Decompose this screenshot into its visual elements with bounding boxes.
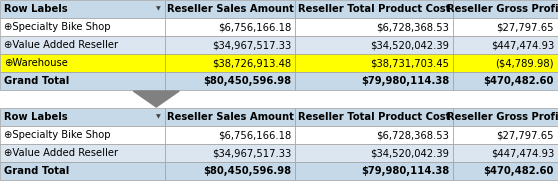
Bar xyxy=(165,18,295,36)
Text: $34,520,042.39: $34,520,042.39 xyxy=(370,40,449,50)
Bar xyxy=(0,126,165,144)
Text: $470,482.60: $470,482.60 xyxy=(484,166,554,176)
Bar xyxy=(165,0,295,18)
Text: ($4,789.98): ($4,789.98) xyxy=(496,58,554,68)
Bar xyxy=(0,144,165,162)
Text: Reseller Sales Amount: Reseller Sales Amount xyxy=(166,4,294,14)
Bar xyxy=(165,144,295,162)
Bar xyxy=(0,18,165,36)
Bar xyxy=(453,126,558,144)
Bar xyxy=(0,36,165,54)
Bar xyxy=(453,108,558,126)
Bar xyxy=(165,162,295,180)
Text: $6,756,166.18: $6,756,166.18 xyxy=(218,130,291,140)
Bar xyxy=(165,72,295,90)
Text: $79,980,114.38: $79,980,114.38 xyxy=(361,76,449,86)
Text: $80,450,596.98: $80,450,596.98 xyxy=(203,166,291,176)
Text: $6,728,368.53: $6,728,368.53 xyxy=(376,22,449,32)
Text: ⊕Specialty Bike Shop: ⊕Specialty Bike Shop xyxy=(4,22,110,32)
Text: $470,482.60: $470,482.60 xyxy=(484,76,554,86)
Text: $80,450,596.98: $80,450,596.98 xyxy=(203,76,291,86)
Text: $34,520,042.39: $34,520,042.39 xyxy=(370,148,449,158)
Text: $38,726,913.48: $38,726,913.48 xyxy=(212,58,291,68)
Bar xyxy=(453,36,558,54)
Bar xyxy=(295,36,453,54)
Bar xyxy=(165,126,295,144)
Text: $6,728,368.53: $6,728,368.53 xyxy=(376,130,449,140)
Bar xyxy=(0,0,165,18)
Bar xyxy=(295,144,453,162)
Text: Row Labels: Row Labels xyxy=(4,112,68,122)
Bar xyxy=(295,0,453,18)
Text: $34,967,517.33: $34,967,517.33 xyxy=(211,40,291,50)
Text: Grand Total: Grand Total xyxy=(4,166,69,176)
Bar xyxy=(295,54,453,72)
Text: ⊕Warehouse: ⊕Warehouse xyxy=(4,58,68,68)
Text: $38,731,703.45: $38,731,703.45 xyxy=(370,58,449,68)
Text: ▼: ▼ xyxy=(156,114,161,119)
Bar xyxy=(453,54,558,72)
Text: Reseller Total Product Cost: Reseller Total Product Cost xyxy=(298,112,450,122)
Bar xyxy=(453,72,558,90)
Text: $27,797.65: $27,797.65 xyxy=(497,130,554,140)
Bar xyxy=(453,144,558,162)
Bar xyxy=(0,54,165,72)
Bar xyxy=(165,54,295,72)
Polygon shape xyxy=(133,91,179,107)
Bar xyxy=(165,108,295,126)
Bar xyxy=(453,0,558,18)
Bar xyxy=(0,162,165,180)
Text: $447,474.93: $447,474.93 xyxy=(490,148,554,158)
Text: $79,980,114.38: $79,980,114.38 xyxy=(361,166,449,176)
Text: $6,756,166.18: $6,756,166.18 xyxy=(218,22,291,32)
Text: ⊕Specialty Bike Shop: ⊕Specialty Bike Shop xyxy=(4,130,110,140)
Bar xyxy=(453,18,558,36)
Text: ▼: ▼ xyxy=(156,6,161,11)
Text: Row Labels: Row Labels xyxy=(4,4,68,14)
Bar xyxy=(295,72,453,90)
Bar xyxy=(295,18,453,36)
Bar xyxy=(295,126,453,144)
Text: ⊕Value Added Reseller: ⊕Value Added Reseller xyxy=(4,148,118,158)
Text: Reseller Total Product Cost: Reseller Total Product Cost xyxy=(298,4,450,14)
Text: Reseller Gross Profit: Reseller Gross Profit xyxy=(448,112,558,122)
Bar xyxy=(295,162,453,180)
Text: $34,967,517.33: $34,967,517.33 xyxy=(211,148,291,158)
Bar xyxy=(0,72,165,90)
Text: $27,797.65: $27,797.65 xyxy=(497,22,554,32)
Bar xyxy=(295,108,453,126)
Text: ⊕Value Added Reseller: ⊕Value Added Reseller xyxy=(4,40,118,50)
Text: Grand Total: Grand Total xyxy=(4,76,69,86)
Text: Reseller Sales Amount: Reseller Sales Amount xyxy=(166,112,294,122)
Bar xyxy=(0,108,165,126)
Text: $447,474.93: $447,474.93 xyxy=(490,40,554,50)
Bar xyxy=(165,36,295,54)
Bar xyxy=(453,162,558,180)
Text: Reseller Gross Profit: Reseller Gross Profit xyxy=(448,4,558,14)
